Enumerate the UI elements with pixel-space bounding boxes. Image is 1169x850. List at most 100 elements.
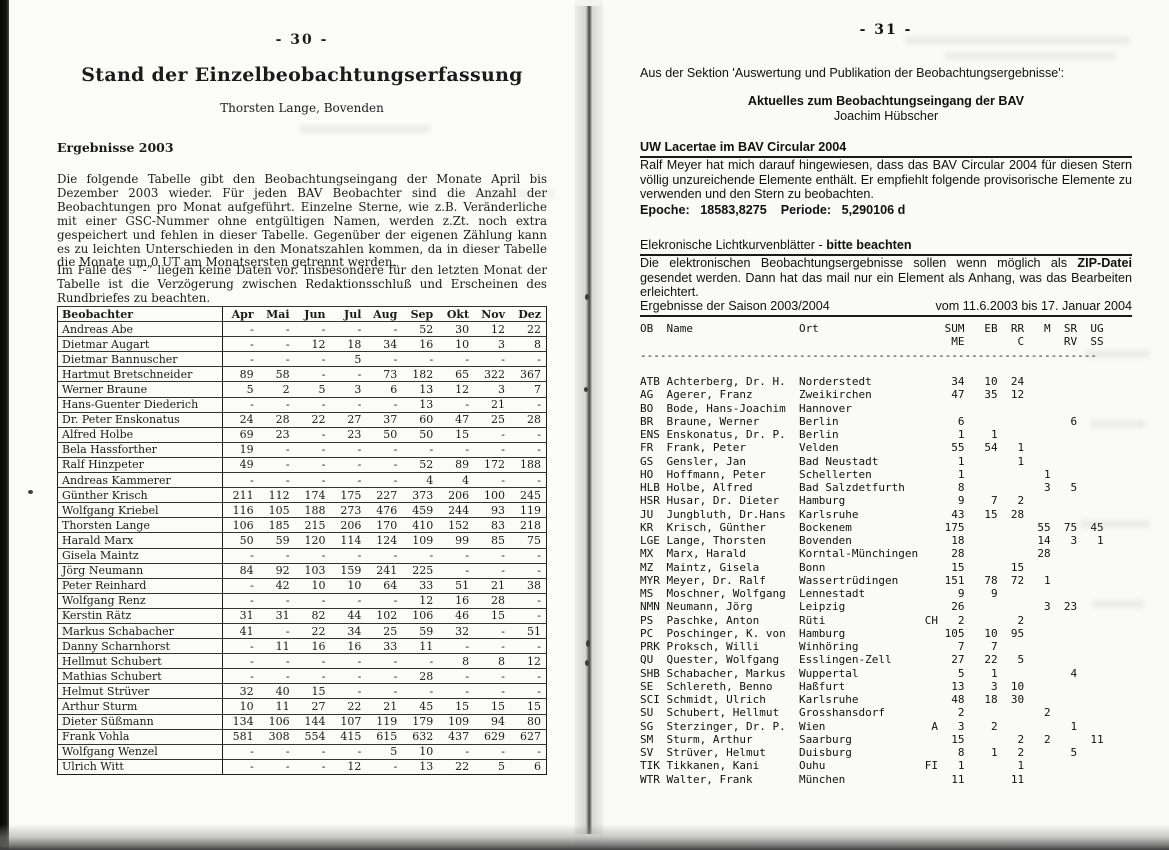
month-count-cell: 103 (294, 562, 331, 579)
observer-name-cell: Markus Schabacher (57, 622, 223, 639)
month-count-cell: 245 (510, 487, 547, 503)
month-count-cell: - (222, 743, 259, 760)
mono-table-line: SM Sturm, Arthur Saarburg 15 2 2 11 (640, 732, 1104, 746)
month-count-cell: 8 (510, 336, 547, 352)
month-count-cell: 50 (222, 532, 259, 548)
bleedthrough-artifact (1080, 520, 1150, 528)
month-count-cell: - (402, 653, 439, 669)
month-count-cell: 85 (474, 532, 511, 548)
month-count-cell: 367 (510, 366, 547, 382)
page-30: - 30 - Stand der Einzelbeobachtungserfas… (9, 0, 575, 850)
month-count-cell: - (366, 683, 403, 699)
month-count-cell: - (294, 396, 331, 413)
month-count-cell: 65 (438, 366, 475, 382)
month-count-cell: 83 (474, 517, 511, 533)
month-count-cell: - (510, 426, 547, 443)
month-count-cell: 5 (474, 758, 511, 775)
month-count-cell: 215 (294, 517, 331, 533)
observer-name-cell: Wolfgang Wenzel (57, 743, 223, 760)
mono-table-line: BO Bode, Hans-Joachim Hannover (640, 401, 1104, 415)
month-count-cell: - (510, 668, 547, 684)
month-count-cell: - (474, 683, 511, 699)
month-count-cell: 28 (402, 668, 439, 684)
month-count-cell: 218 (510, 517, 547, 533)
month-count-cell: 244 (438, 502, 475, 518)
observer-name-cell: Bela Hassforther (57, 441, 223, 458)
month-count-cell: 32 (438, 622, 475, 639)
article-author: Joachim Hübscher (833, 109, 939, 123)
month-count-cell: - (222, 351, 259, 367)
month-count-cell: 22 (294, 411, 331, 428)
table-row: Andreas Abe - - - - -52 30 12 22 (57, 321, 547, 337)
month-count-cell: - (330, 396, 367, 413)
month-count-cell: - (402, 683, 439, 699)
month-count-cell: - (330, 472, 367, 488)
month-count-cell: 33 (366, 638, 403, 654)
month-count-cell: 12 (438, 381, 475, 398)
month-count-cell: 11 (258, 638, 295, 654)
table-row: Frank Vohla 581 308 554 415 615 632 437 629 627 (57, 728, 547, 745)
mono-table-line: PC Poschinger, K. von Hamburg 105 10 95 (640, 626, 1104, 640)
month-count-cell: 51 (510, 622, 547, 639)
month-count-cell: - (510, 396, 547, 413)
month-count-cell: 59 (402, 622, 439, 639)
month-count-cell: 188 (294, 502, 331, 518)
month-count-cell: - (366, 592, 403, 609)
month-count-cell: 28 (474, 592, 511, 609)
month-count-cell: - (330, 683, 367, 699)
month-count-cell: - (366, 668, 403, 684)
mono-table-line: BR Braune, Werner Berlin 6 6 (640, 414, 1104, 428)
month-count-cell: 16 (330, 638, 367, 654)
month-count-cell: - (294, 592, 331, 609)
month-count-cell: 415 (330, 728, 367, 745)
mono-table-line: AG Agerer, Franz Zweikirchen 47 35 12 (640, 388, 1104, 402)
month-count-cell: - (474, 638, 511, 654)
table-row: Dietmar Augart - -12 18 34 16 10 3 8 (57, 336, 547, 352)
month-count-cell: 188 (510, 456, 547, 473)
bleedthrough-artifact (945, 52, 1115, 60)
month-count-cell: 410 (402, 517, 439, 533)
month-count-cell: 23 (258, 426, 295, 443)
month-count-cell: - (510, 607, 547, 624)
observer-name-cell: Dr. Peter Enskonatus (57, 411, 223, 428)
observer-name-cell: Jörg Neumann (57, 562, 223, 579)
month-count-cell: 6 (510, 758, 547, 775)
month-count-cell: 28 (510, 411, 547, 428)
table-row: Bela Hassforther 19- - - - - - - - (57, 441, 547, 458)
table-row: Hans-Guenter Diederich - - - - -13-21- (57, 396, 547, 413)
month-count-cell: 12 (474, 321, 511, 337)
month-count-cell: 109 (438, 713, 475, 730)
mono-table-line: ENS Enskonatus, Dr. P. Berlin 1 1 (640, 428, 1104, 441)
observer-name-cell: Werner Braune (57, 381, 223, 398)
month-count-cell: - (330, 653, 367, 669)
heading-lichtkurvenblaetter: Elekronische Lichtkurvenblätter - bitte … (640, 238, 1132, 256)
observer-table-header: Beobachter Apr Mai Jun Jul Aug Sep Okt Nov Dez (57, 305, 547, 322)
month-count-cell: - (330, 668, 367, 684)
month-count-cell: 22 (294, 622, 331, 639)
month-count-cell: 615 (366, 728, 403, 745)
month-count-cell: - (366, 351, 403, 367)
observer-name-cell: Ralf Hinzpeter (57, 456, 223, 473)
scan-speck (586, 640, 590, 647)
month-count-cell: 13 (402, 396, 439, 413)
month-count-cell: 38 (510, 577, 547, 594)
month-count-cell: 5 (366, 743, 403, 760)
scan-speck (28, 490, 33, 494)
epoche-label: Epoche: (640, 203, 690, 217)
month-count-cell: 2 (258, 381, 295, 398)
month-count-cell: 152 (438, 517, 475, 533)
month-count-cell: 50 (402, 426, 439, 443)
observer-name-cell: Danny Scharnhorst (57, 638, 223, 654)
month-count-cell: 19 (222, 441, 259, 458)
month-count-cell: - (510, 638, 547, 654)
paragraph-2: Im Falle des ”-” liegen keine Daten vor.… (57, 263, 547, 305)
month-count-cell: 105 (258, 502, 295, 518)
month-count-cell: - (438, 683, 475, 699)
month-count-cell: 102 (366, 607, 403, 624)
col-header-month: Apr (222, 305, 259, 322)
month-count-cell: - (258, 321, 295, 337)
month-count-cell: 52 (402, 456, 439, 473)
month-count-cell: 273 (330, 502, 367, 518)
col-header-month: Sep (402, 305, 439, 322)
